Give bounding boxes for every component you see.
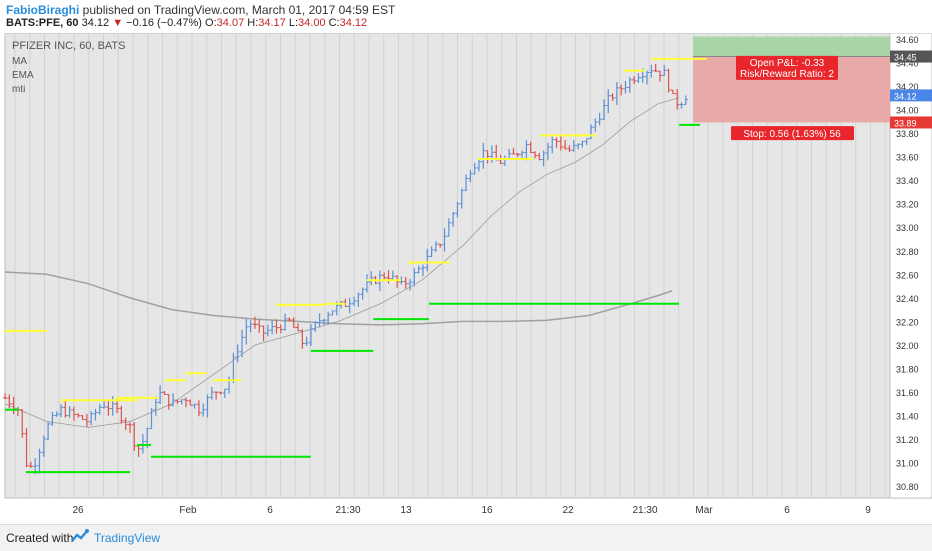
risk-reward-text: Risk/Reward Ratio: 2 [740,69,834,80]
publish-info: published on TradingView.com, March 01, … [79,3,396,17]
y-tick-label: 34.60 [896,35,919,45]
author-link[interactable]: FabioBiraghi [6,3,80,17]
y-tick-label: 31.40 [896,412,919,422]
last-price-label: 34.12 [894,91,917,101]
y-tick-label: 32.20 [896,317,919,327]
last-price-label-bg [890,89,932,102]
y-tick-label: 34.40 [896,58,919,68]
x-tick-label: 16 [481,505,493,516]
close-label: C: [328,17,340,29]
y-tick-label: 33.20 [896,200,919,210]
legend-item: EMA [12,70,34,81]
low-value: 34.00 [298,17,326,29]
tradingview-logo-icon [71,529,89,542]
ma-line [4,271,673,326]
x-tick-label: 21:30 [632,505,657,516]
close-value: 34.12 [339,17,368,29]
publish-line: FabioBiraghi published on TradingView.co… [6,3,395,17]
legend-title: PFIZER INC, 60, BATS [12,40,126,52]
x-tick-label: 6 [784,505,790,516]
profit-zone [693,36,890,57]
y-tick-label: 31.00 [896,459,919,469]
y-tick-label: 32.40 [896,294,919,304]
x-tick-label: 6 [267,505,273,516]
down-arrow-icon: ▼ [112,17,124,29]
y-tick-label: 31.20 [896,435,919,445]
y-tick-label: 32.60 [896,270,919,280]
x-tick-label: 26 [72,505,84,516]
price-change: −0.16 (−0.47%) [126,17,202,29]
open-value: 34.07 [216,17,245,29]
price-axis [889,33,932,499]
legend-item: mti [12,84,25,95]
y-tick-label: 34.00 [896,106,919,116]
ema-line [4,97,680,428]
last-price: 34.12 [81,17,110,29]
y-tick-label: 31.80 [896,365,919,375]
high-label: H: [247,17,259,29]
footer-bar: Created with TradingView [0,524,932,551]
created-with-label: Created with [6,531,74,545]
open-label: O: [205,17,217,29]
stop-price-label-bg [890,116,932,129]
stop-price-label: 33.89 [894,118,917,128]
y-tick-label: 33.60 [896,153,919,163]
x-tick-label: 22 [562,505,574,516]
ohlc-line: BATS:PFE, 60 34.12 ▼ −0.16 (−0.47%) O:34… [6,17,367,29]
x-tick-label: 13 [400,505,412,516]
y-tick-label: 33.80 [896,129,919,139]
y-tick-label: 31.60 [896,388,919,398]
x-tick-label: Mar [695,505,713,516]
target-price-label: 34.45 [894,53,917,63]
x-tick-label: 9 [865,505,871,516]
tradingview-link[interactable]: TradingView [94,531,161,545]
y-tick-label: 33.00 [896,223,919,233]
pnl-box [736,55,838,80]
stop-box [731,126,854,141]
symbol-label: BATS:PFE, 60 [6,17,79,29]
y-tick-label: 32.00 [896,341,919,351]
y-tick-label: 30.80 [896,482,919,492]
price-chart[interactable]: 30.80 31.00 31.20 31.40 31.60 31.80 32.00 32.20… [0,33,932,523]
x-tick-label: 21:30 [335,505,360,516]
x-tick-label: Feb [179,505,197,516]
low-label: L: [288,17,299,29]
target-price-label-bg [890,50,932,63]
high-value: 34.17 [258,17,286,29]
legend-item: MA [12,56,27,67]
y-tick-label: 34.20 [896,82,919,92]
y-tick-label: 33.40 [896,176,919,186]
y-tick-label: 32.80 [896,247,919,257]
stop-text: Stop: 0.56 (1.63%) 56 [743,129,841,140]
open-pnl-text: Open P&L: -0.33 [750,58,825,69]
